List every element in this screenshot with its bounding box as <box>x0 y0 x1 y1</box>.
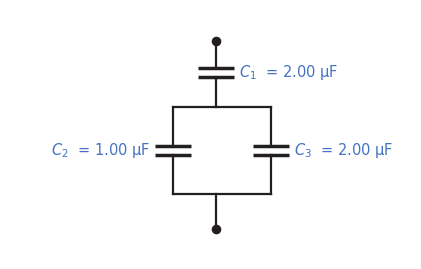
Text: $C_2$  = 1.00 μF: $C_2$ = 1.00 μF <box>51 141 151 160</box>
Text: $C_1$  = 2.00 μF: $C_1$ = 2.00 μF <box>239 63 338 82</box>
Point <box>213 227 219 231</box>
Text: $C_3$  = 2.00 μF: $C_3$ = 2.00 μF <box>294 141 393 160</box>
Point <box>213 38 219 43</box>
